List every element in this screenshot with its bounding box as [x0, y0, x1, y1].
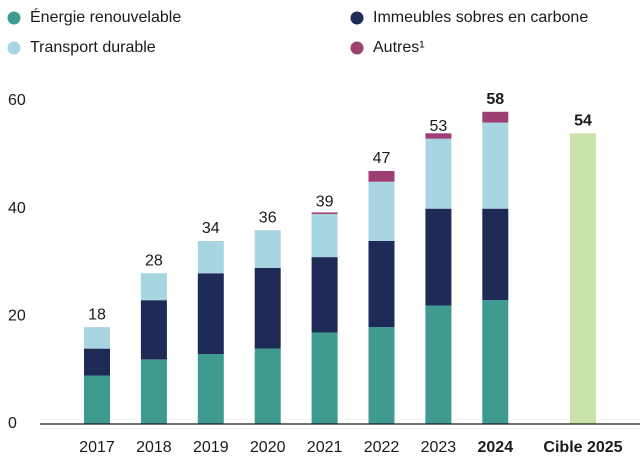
x-tick-label: Cible 2025 — [543, 439, 622, 456]
bar-segment — [482, 300, 509, 424]
total-label: 36 — [259, 209, 277, 226]
x-tick-label: 2020 — [250, 439, 286, 456]
bar-segment — [197, 354, 224, 424]
total-label: 28 — [145, 252, 163, 269]
x-tick-label: 2021 — [307, 439, 343, 456]
legend-label: Énergie renouvelable — [30, 7, 181, 26]
x-tick-label: 2023 — [421, 439, 457, 456]
bar-segment — [140, 300, 167, 360]
bar-segment — [425, 208, 452, 306]
bar-segment — [482, 111, 509, 123]
bar-segment — [197, 273, 224, 355]
legend-label: Autres¹ — [373, 39, 425, 56]
bar-segment — [140, 359, 167, 424]
bar-segment — [311, 214, 338, 258]
bar-segment — [425, 305, 452, 424]
bar-segment — [254, 267, 281, 349]
legend-swatch — [350, 41, 364, 55]
bar-segment — [368, 240, 395, 328]
x-tick-label: 2017 — [79, 439, 115, 456]
total-label: 39 — [316, 193, 334, 210]
x-tick-label: 2019 — [193, 439, 229, 456]
bar-segment — [368, 170, 395, 182]
legend-swatch — [7, 11, 21, 25]
bar-segment — [84, 327, 110, 349]
bar-segment — [425, 138, 452, 209]
bar-segment — [311, 212, 338, 215]
bar-segment — [425, 133, 452, 139]
bar-segment — [368, 327, 395, 424]
x-tick-label: 2022 — [364, 439, 400, 456]
bar-segment — [570, 133, 596, 425]
bar-segment — [197, 240, 224, 274]
legend-label: Transport durable — [30, 39, 156, 56]
bar-segment — [140, 273, 167, 301]
total-label: 53 — [430, 118, 448, 135]
bar-segment — [482, 208, 509, 301]
y-tick-label: 40 — [8, 200, 26, 217]
total-label: 18 — [88, 306, 106, 323]
bar-segment — [311, 332, 338, 424]
total-label: 47 — [373, 150, 391, 167]
legend-label: Immeubles sobres en carbone — [373, 9, 588, 26]
y-tick-label: 60 — [8, 92, 26, 109]
total-label: 58 — [486, 91, 504, 108]
bar-segment — [84, 375, 110, 424]
y-tick-label: 0 — [8, 415, 17, 432]
legend-swatch — [350, 11, 364, 25]
bar-segment — [254, 230, 281, 268]
x-tick-label: 2024 — [478, 439, 514, 456]
y-tick-label: 20 — [8, 308, 26, 325]
legend-swatch — [7, 41, 21, 55]
total-label: 34 — [202, 220, 220, 237]
bar-segment — [84, 348, 110, 376]
bar-segment — [311, 257, 338, 333]
total-label: 54 — [574, 113, 592, 130]
x-tick-label: 2018 — [136, 439, 172, 456]
bar-segment — [254, 348, 281, 424]
bar-segment — [368, 181, 395, 241]
bar-segment — [482, 122, 509, 209]
